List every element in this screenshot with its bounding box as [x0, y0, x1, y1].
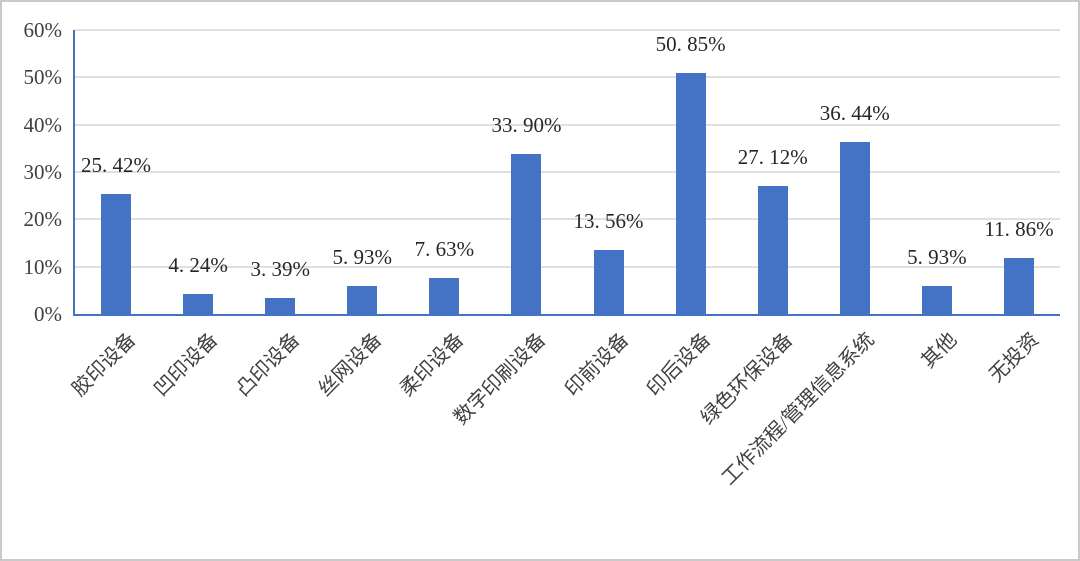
bar	[101, 193, 132, 314]
bar	[347, 285, 378, 314]
x-axis-category-label: 印前设备	[560, 328, 633, 401]
y-axis-tick-label: 0%	[34, 302, 62, 326]
x-axis-category-label: 其他	[917, 328, 962, 373]
bar	[429, 277, 460, 314]
x-axis-category-label: 凹印设备	[150, 328, 223, 401]
bar-value-label: 13. 56%	[573, 208, 644, 233]
bar-value-label: 36. 44%	[819, 100, 890, 125]
y-axis-tick-label: 30%	[23, 160, 63, 184]
bar	[511, 153, 542, 314]
x-axis-category-label: 丝网设备	[314, 328, 387, 401]
x-axis-category-label: 工作流程/管理信息系统	[718, 328, 880, 490]
gridline	[75, 218, 1060, 221]
y-axis-tick-label: 40%	[23, 112, 63, 137]
bar	[757, 185, 788, 314]
bar-value-label: 4. 24%	[168, 252, 228, 277]
y-axis-line	[73, 30, 75, 316]
gridline	[75, 123, 1060, 126]
bar	[593, 249, 624, 314]
bar-value-label: 11. 86%	[984, 216, 1054, 241]
x-axis-line	[73, 314, 1060, 316]
x-axis-category-label: 印后设备	[642, 328, 715, 401]
bar	[921, 285, 952, 314]
bar	[675, 73, 706, 314]
x-axis-category-label: 胶印设备	[68, 328, 141, 401]
x-axis-category-label: 无投资	[985, 328, 1044, 387]
bar	[183, 293, 214, 314]
y-axis-tick-label: 50%	[23, 65, 63, 90]
bar	[839, 141, 870, 314]
bar-value-label: 3. 39%	[250, 256, 310, 281]
bar	[265, 297, 296, 314]
plot-area	[73, 29, 1060, 316]
bar-value-label: 50. 85%	[655, 32, 726, 57]
gridline	[75, 171, 1060, 173]
y-axis-tick-label: 20%	[23, 207, 63, 232]
gridline	[75, 29, 1060, 31]
bar-value-label: 5. 93%	[332, 244, 393, 269]
y-axis-tick-label: 10%	[23, 254, 63, 279]
gridline	[75, 76, 1060, 79]
bar-value-label: 27. 12%	[737, 144, 808, 169]
bar-value-label: 33. 90%	[491, 112, 562, 137]
bar	[1003, 257, 1034, 314]
x-axis-category-label: 凸印设备	[232, 328, 305, 401]
x-axis-category-label: 柔印设备	[396, 328, 469, 401]
bar-value-label: 7. 63%	[414, 236, 475, 261]
bar-value-label: 25. 42%	[81, 152, 152, 177]
y-axis-tick-label: 60%	[23, 18, 63, 42]
gridline	[75, 265, 1060, 268]
bar-value-label: 5. 93%	[907, 244, 967, 269]
